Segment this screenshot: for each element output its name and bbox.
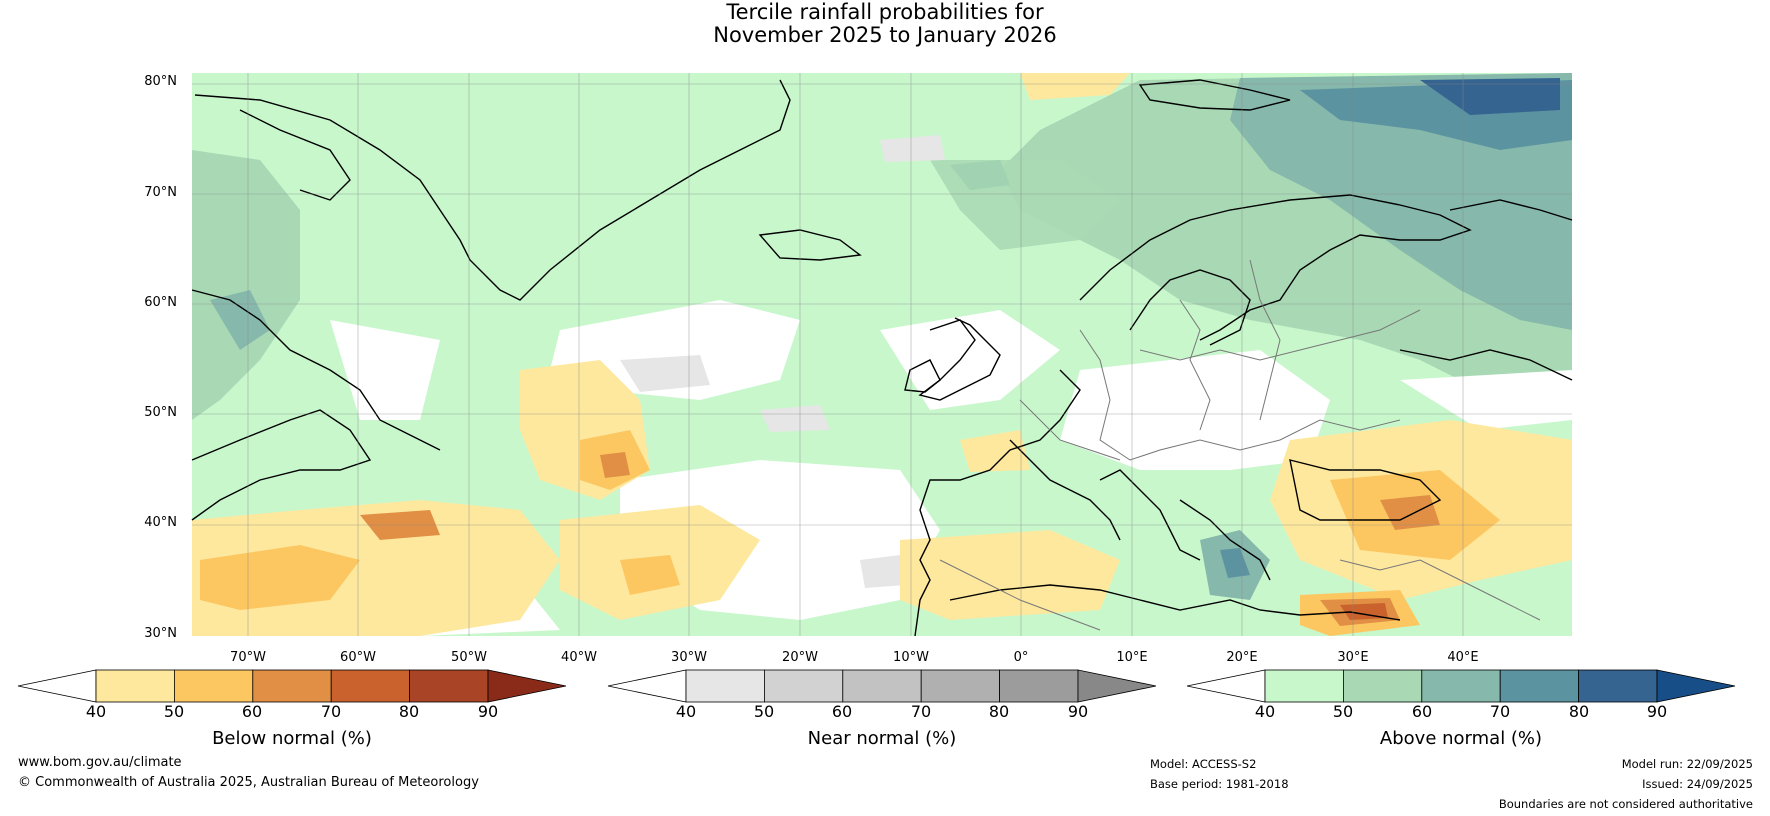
colorbar-extend-low xyxy=(17,669,97,703)
above-normal-colorbar xyxy=(1186,669,1736,703)
colorbar-segment xyxy=(842,669,922,703)
lon-label: 20°W xyxy=(782,650,818,665)
colorbar-extend-low xyxy=(607,669,687,703)
lon-label: 30°W xyxy=(671,650,707,665)
lon-label: 10°W xyxy=(893,650,929,665)
lat-label-80n: 80°N xyxy=(144,74,177,89)
lon-label: 50°W xyxy=(451,650,487,665)
near-tick: 50 xyxy=(753,702,775,721)
below-tick: 40 xyxy=(85,702,107,721)
lon-label: 0° xyxy=(1013,650,1029,665)
lat-label-40n: 40°N xyxy=(144,515,177,530)
colorbar-extend-high xyxy=(487,669,567,703)
above-tick: 70 xyxy=(1489,702,1511,721)
below-normal-label: Below normal (%) xyxy=(212,728,372,749)
near-tick: 60 xyxy=(831,702,853,721)
below-normal-regions xyxy=(192,73,1572,636)
colorbar-segment xyxy=(252,669,332,703)
above-tick: 90 xyxy=(1646,702,1668,721)
above-tick: 50 xyxy=(1332,702,1354,721)
country-borders xyxy=(939,259,1541,631)
colorbars xyxy=(17,669,1736,703)
colorbar-segment xyxy=(685,669,765,703)
lon-label: 40°W xyxy=(561,650,597,665)
model-run-text: Model run: 22/09/2025 xyxy=(1621,757,1753,771)
colorbar-segment xyxy=(173,669,254,703)
copyright-text: © Commonwealth of Australia 2025, Austra… xyxy=(18,775,479,790)
lon-label: 30°E xyxy=(1337,650,1369,665)
coastlines xyxy=(191,79,1573,637)
below-tick: 50 xyxy=(163,702,185,721)
map-title-line1: Tercile rainfall probabilities for xyxy=(726,0,1044,24)
near-tick: 80 xyxy=(988,702,1010,721)
near-tick: 40 xyxy=(675,702,697,721)
graticule xyxy=(192,73,1572,636)
lat-label-60n: 60°N xyxy=(144,295,177,310)
below-tick: 80 xyxy=(398,702,420,721)
below-tick: 90 xyxy=(477,702,499,721)
colorbar-extend-low xyxy=(1186,669,1266,703)
lat-label-50n: 50°N xyxy=(144,405,177,420)
below-tick: 60 xyxy=(241,702,263,721)
colorbar-segment xyxy=(330,669,411,703)
lat-label-30n: 30°N xyxy=(144,626,177,641)
lon-label: 60°W xyxy=(340,650,376,665)
near-tick: 90 xyxy=(1067,702,1089,721)
lon-label: 20°E xyxy=(1226,650,1258,665)
above-tick: 40 xyxy=(1254,702,1276,721)
below-tick: 70 xyxy=(320,702,342,721)
model-text: Model: ACCESS-S2 xyxy=(1150,757,1257,771)
lat-label-70n: 70°N xyxy=(144,185,177,200)
lon-label: 70°W xyxy=(230,650,266,665)
colorbar-segment xyxy=(95,669,175,703)
above-normal-regions xyxy=(192,73,1572,615)
colorbar-segment xyxy=(1421,669,1501,703)
base-period-text: Base period: 1981-2018 xyxy=(1150,777,1289,791)
colorbar-extend-high xyxy=(1077,669,1157,703)
lon-label: 40°E xyxy=(1447,650,1479,665)
above-normal-label: Above normal (%) xyxy=(1379,728,1543,749)
disclaimer-text: Boundaries are not considered authoritat… xyxy=(1498,797,1753,811)
near-normal-colorbar xyxy=(607,669,1157,703)
above-tick: 80 xyxy=(1568,702,1590,721)
colorbar-segment xyxy=(999,669,1079,703)
colorbar-segment xyxy=(1264,669,1344,703)
colorbar-extend-high xyxy=(1656,669,1736,703)
colorbar-segment xyxy=(1578,669,1658,703)
issued-text: Issued: 24/09/2025 xyxy=(1642,777,1753,791)
bom-url-link[interactable]: www.bom.gov.au/climate xyxy=(18,755,182,770)
map-title-line2: November 2025 to January 2026 xyxy=(713,23,1057,47)
near-tick: 70 xyxy=(910,702,932,721)
lon-label: 10°E xyxy=(1116,650,1148,665)
colorbar-segment xyxy=(1499,669,1579,703)
colorbar-segment xyxy=(1343,669,1423,703)
colorbar-segment xyxy=(764,669,844,703)
near-normal-label: Near normal (%) xyxy=(807,728,957,749)
below-normal-colorbar xyxy=(17,669,567,703)
colorbar-segment xyxy=(920,669,1001,703)
colorbar-segment xyxy=(409,669,489,703)
above-tick: 60 xyxy=(1411,702,1433,721)
